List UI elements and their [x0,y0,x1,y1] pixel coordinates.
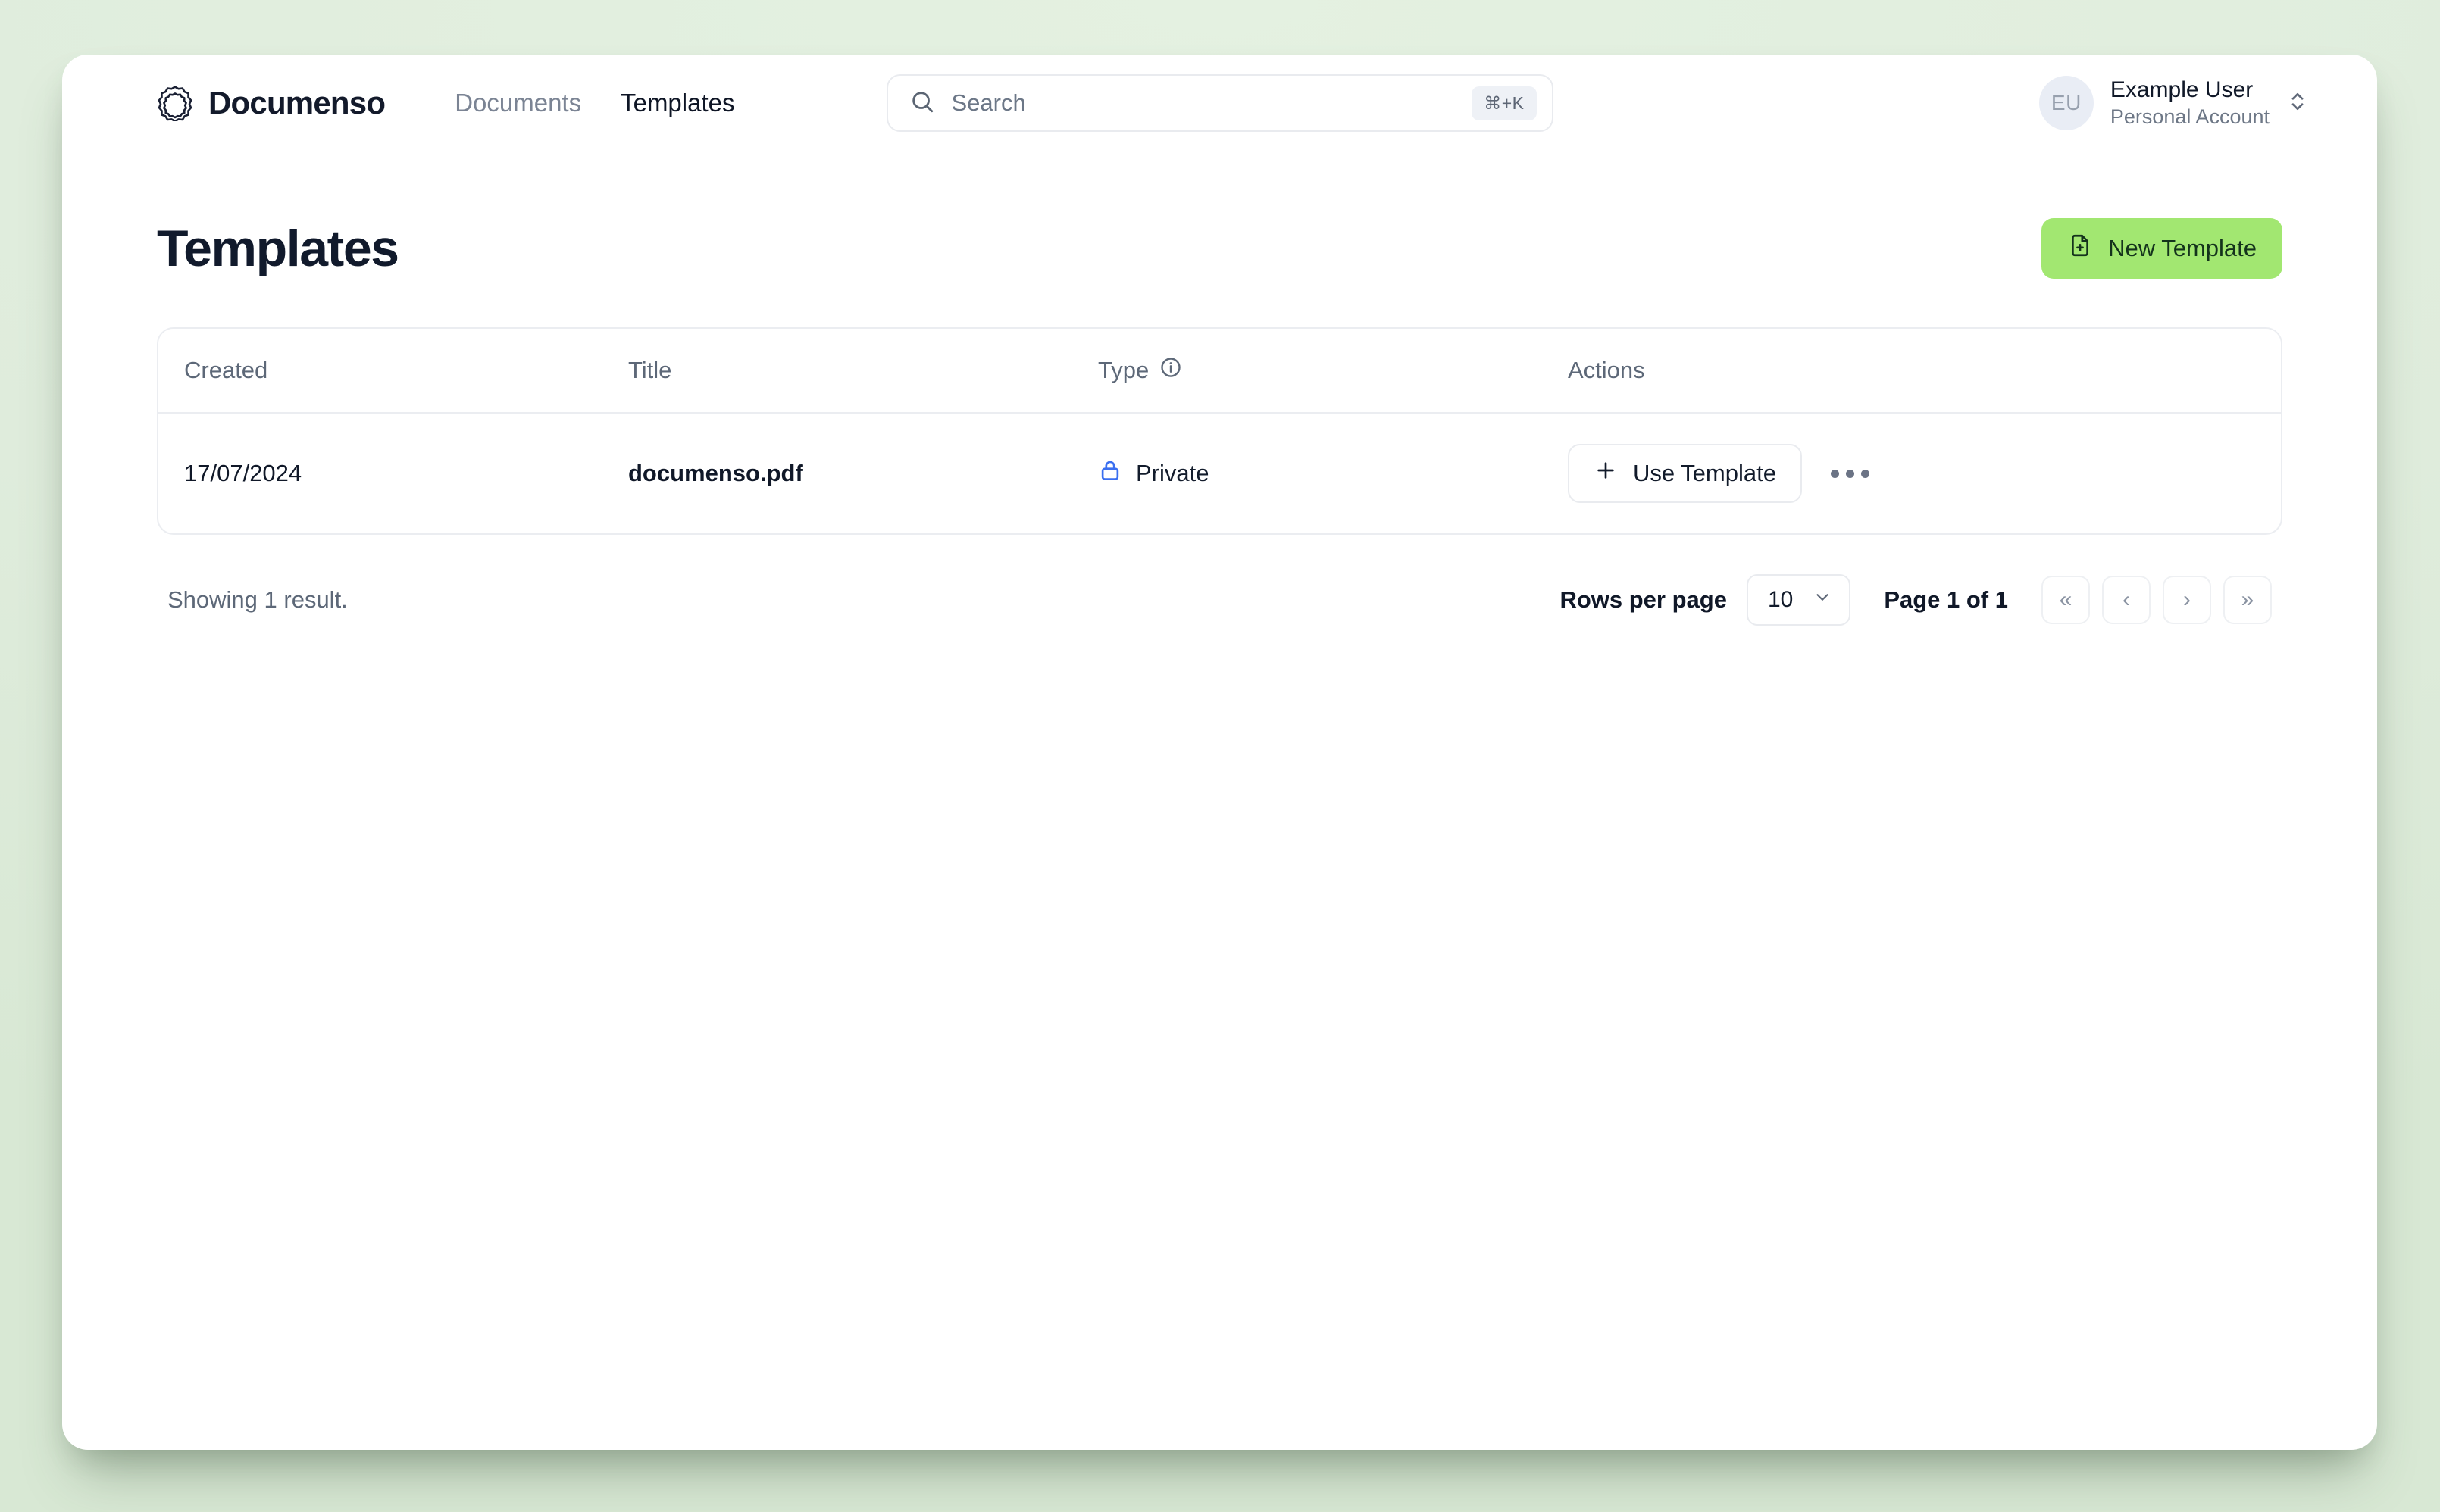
rows-per-page-value: 10 [1767,587,1794,612]
account-menu-button[interactable]: EU Example User Personal Account [2038,76,2309,130]
templates-table: Created Title Type [158,329,2281,533]
table-row[interactable]: 17/07/2024 documenso.pdf Priva [158,413,2281,533]
plus-icon [1594,458,1618,489]
column-label-title: Title [628,357,672,383]
rows-per-page-label: Rows per page [1559,586,1727,613]
chevron-down-icon [1813,587,1832,613]
column-header-title: Title [628,329,1098,414]
column-label-created: Created [184,357,268,383]
row-more-options-button[interactable] [1820,462,1880,486]
main-content: Templates New Template Created [62,152,2377,626]
ellipsis-horizontal-icon [1830,469,1839,478]
column-label-actions: Actions [1568,357,1645,383]
result-count: Showing 1 result. [167,586,348,613]
brand-name: Documenso [208,85,386,120]
column-header-type: Type [1098,329,1568,414]
documenso-scalloped-logo-icon [157,85,193,121]
page-header: Templates New Template [157,212,2282,285]
pagination-controls: Rows per page 10 Page 1 of 1 « ‹ › » [1559,574,2272,626]
account-name: Example User [2110,77,2254,102]
page-buttons: « ‹ › » [2041,576,2272,624]
cell-actions: Use Template [1568,413,2281,533]
rows-per-page-select[interactable]: 10 [1746,574,1851,626]
column-header-created: Created [158,329,628,414]
use-template-label: Use Template [1633,460,1776,486]
nav-tab-documents[interactable]: Documents [455,89,582,117]
lock-icon [1098,458,1122,489]
search-shortcut-badge: ⌘+K [1472,86,1537,120]
app-window: Documenso Documents Templates ⌘+K EU [62,55,2377,1450]
last-page-button[interactable]: » [2223,576,2272,624]
table-header: Created Title Type [158,329,2281,414]
page-title: Templates [157,220,399,277]
previous-page-button[interactable]: ‹ [2102,576,2151,624]
search-box[interactable]: ⌘+K [886,74,1553,132]
column-label-type: Type [1098,357,1150,383]
table-footer: Showing 1 result. Rows per page 10 Page … [157,574,2282,626]
new-template-button[interactable]: New Template [2041,218,2282,279]
global-search: ⌘+K [886,74,1553,132]
use-template-button[interactable]: Use Template [1568,444,1802,503]
file-plus-icon [2067,233,2093,264]
avatar: EU [2038,76,2094,130]
chevrons-up-down-icon [2286,89,2309,118]
ellipsis-dot-2 [1845,469,1854,478]
cell-created: 17/07/2024 [184,460,302,486]
first-page-button[interactable]: « [2041,576,2090,624]
page-indicator: Page 1 of 1 [1884,586,2008,613]
type-label: Private [1136,460,1209,486]
ellipsis-dot-3 [1860,469,1869,478]
table-header-row: Created Title Type [158,329,2281,414]
brand-home-link[interactable]: Documenso [157,85,386,121]
cell-type: Private [1098,413,1568,533]
search-icon [909,89,935,118]
search-input[interactable] [951,89,1472,117]
new-template-label: New Template [2108,235,2257,261]
top-navigation-bar: Documenso Documents Templates ⌘+K EU [62,55,2377,152]
info-circle-icon[interactable] [1159,356,1182,385]
next-page-button[interactable]: › [2163,576,2211,624]
nav-tab-templates[interactable]: Templates [621,89,735,117]
primary-nav: Documents Templates [455,89,734,117]
templates-table-card: Created Title Type [157,327,2282,535]
table-body: 17/07/2024 documenso.pdf Priva [158,413,2281,533]
cell-title: documenso.pdf [628,460,803,486]
column-header-actions: Actions [1568,329,2281,414]
account-subtitle: Personal Account [2110,105,2270,129]
